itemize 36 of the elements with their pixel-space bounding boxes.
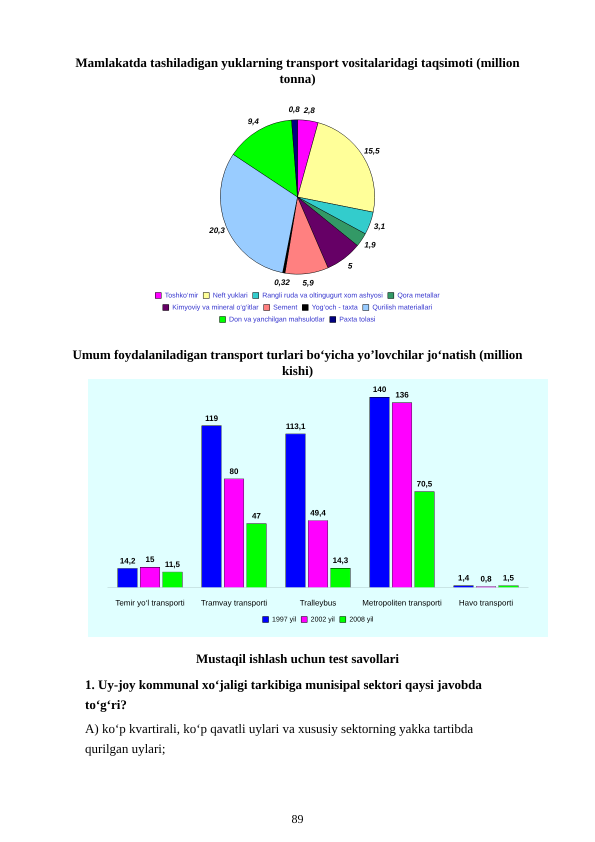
data-label: 14,3 — [332, 556, 349, 566]
data-label: 119 — [205, 414, 219, 423]
data-label: 14,2 — [120, 556, 136, 566]
x-tick-label: Havo transporti — [458, 598, 514, 608]
text: 1. Uy-joy kommunal xo‘jaligi tarkibiga munisipal sektori qaysi javobda to‘g‘ri? — [85, 676, 483, 714]
x-tick-label: Tramvay transporti — [200, 598, 268, 608]
data-label: 70,5 — [416, 480, 433, 489]
data-label: 1,4 — [458, 574, 470, 583]
data-label: 0,8 — [480, 574, 492, 584]
data-label: 15,5 — [364, 146, 380, 156]
data-label: 80 — [230, 466, 239, 476]
data-label: 0,32 — [274, 278, 290, 287]
data-label: 1,9 — [364, 240, 376, 250]
data-label: 11,5 — [164, 560, 181, 569]
text: Mustaqil ishlash uchun test savollari — [195, 651, 400, 667]
data-label: 113,1 — [286, 422, 306, 431]
data-label: 20,3 — [208, 226, 226, 235]
text: A) ko‘p kvartirali, ko‘p qavatli uylari va xususiy sektorning yakka tartibda qurilgan uylari; — [85, 720, 474, 758]
text: 89 — [290, 812, 304, 827]
data-label: 15 — [146, 555, 155, 564]
chart-title: Mamlakatda tashiladigan yuklarning transport vositalaridagi taqsimoti (million tonna) — [74, 55, 521, 87]
data-label: 9,4 — [248, 117, 260, 126]
x-tick-label: Tralleybus — [300, 598, 336, 608]
data-label: 0,8 — [288, 105, 300, 114]
data-label: 140 — [372, 385, 387, 394]
x-tick-label: Temir yo‘l transporti — [115, 598, 185, 608]
data-label: 5 — [348, 262, 353, 271]
x-tick-label: Metropoliten transporti — [362, 598, 442, 608]
data-label: 49,4 — [310, 508, 326, 518]
data-label: 1,5 — [502, 574, 515, 583]
data-label: 136 — [395, 390, 410, 400]
data-label: 2,8 — [302, 106, 316, 115]
data-label: 5,9 — [302, 278, 314, 288]
data-label: 3,1 — [374, 222, 386, 231]
data-label: 47 — [252, 512, 262, 521]
chart-title: Umum foydalaniladigan transport turlari bo‘yicha yo’lovchilar jo‘natish (million kishi) — [71, 347, 524, 379]
